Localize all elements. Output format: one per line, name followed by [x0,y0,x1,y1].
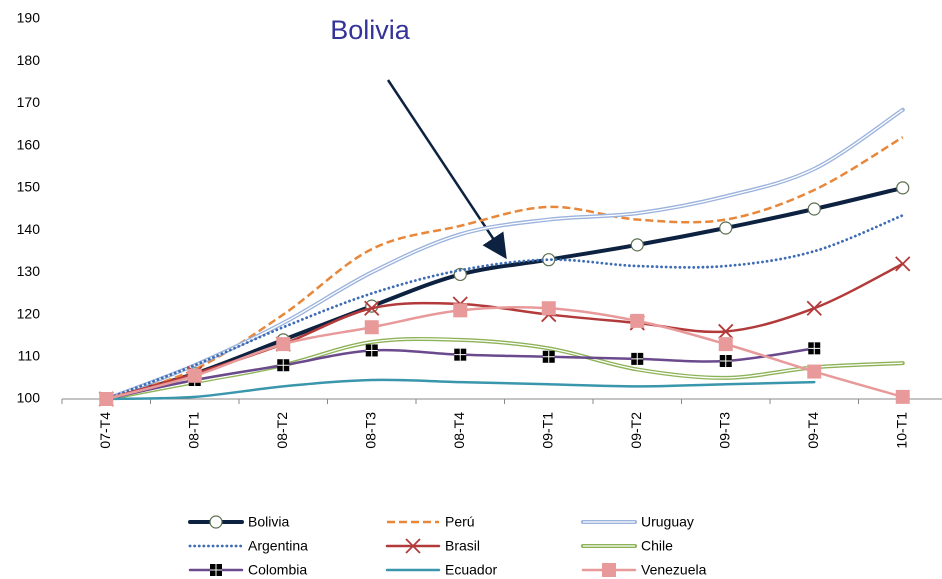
legend-label: Ecuador [445,562,497,578]
marker [807,202,821,216]
y-tick-label: 120 [17,305,41,321]
marker-cross [631,352,644,365]
y-tick-label: 180 [17,52,41,68]
legend-label: Brasil [445,538,480,554]
marker [453,303,468,318]
annotation: Bolivia [330,15,411,45]
marker-cross [454,348,467,361]
series-line [105,306,904,401]
marker-cross [542,350,555,363]
marker [453,267,467,282]
y-tick-label: 140 [17,221,41,237]
y-tick-label: 130 [17,263,41,279]
x-tick-label: 08-T3 [362,412,378,449]
series-line [104,185,905,401]
marker [896,181,910,195]
series-line [105,262,904,401]
marker [895,389,910,404]
marker-cross [719,355,732,367]
marker [187,368,202,383]
marker [602,563,616,577]
marker-cross [808,342,821,355]
y-tick-label: 150 [17,179,41,195]
series-line [104,213,905,401]
marker [895,256,911,272]
series-line [105,136,904,401]
y-tick-label: 160 [17,136,41,152]
x-tick-label: 09-T4 [805,412,821,449]
legend-label: Chile [641,538,673,554]
marker [542,253,556,267]
marker [630,238,644,252]
x-tick-label: 07-T4 [97,412,113,449]
x-tick-label: 08-T1 [185,412,201,449]
series-line-inner [106,338,903,400]
marker [806,300,822,316]
marker [276,337,291,352]
legend-label: Argentina [248,538,308,554]
marker [719,221,733,235]
y-tick-label: 110 [18,347,41,363]
marker [364,300,380,316]
series-line [104,336,905,401]
x-tick-label: 09-T3 [716,412,732,449]
x-tick-label: 08-T2 [274,412,290,449]
x-tick-label: 10-T1 [893,412,909,449]
marker-cross [277,359,290,372]
legend-label: Venezuela [641,562,707,578]
marker-cross [365,344,378,357]
annotation-arrow [386,79,507,260]
marker-cross [210,564,222,576]
marker [718,323,734,340]
marker [405,538,421,554]
marker [209,515,223,529]
marker [364,320,379,335]
marker [99,392,114,406]
x-tick-label: 08-T4 [451,412,467,449]
legend-label: Colombia [248,562,307,578]
marker [541,301,556,316]
y-tick-label: 170 [17,94,41,110]
x-tick-label: 09-T1 [539,412,555,449]
legend-label: Uruguay [641,514,694,530]
series-line [105,378,816,401]
y-tick-label: 100 [17,390,41,406]
x-tick-label: 09-T2 [628,412,644,449]
legend-label: Perú [445,514,475,530]
y-tick-label: 190 [17,10,41,26]
marker [718,337,733,352]
legend-label: Bolivia [248,514,289,530]
marker [630,313,645,328]
marker [807,364,822,379]
